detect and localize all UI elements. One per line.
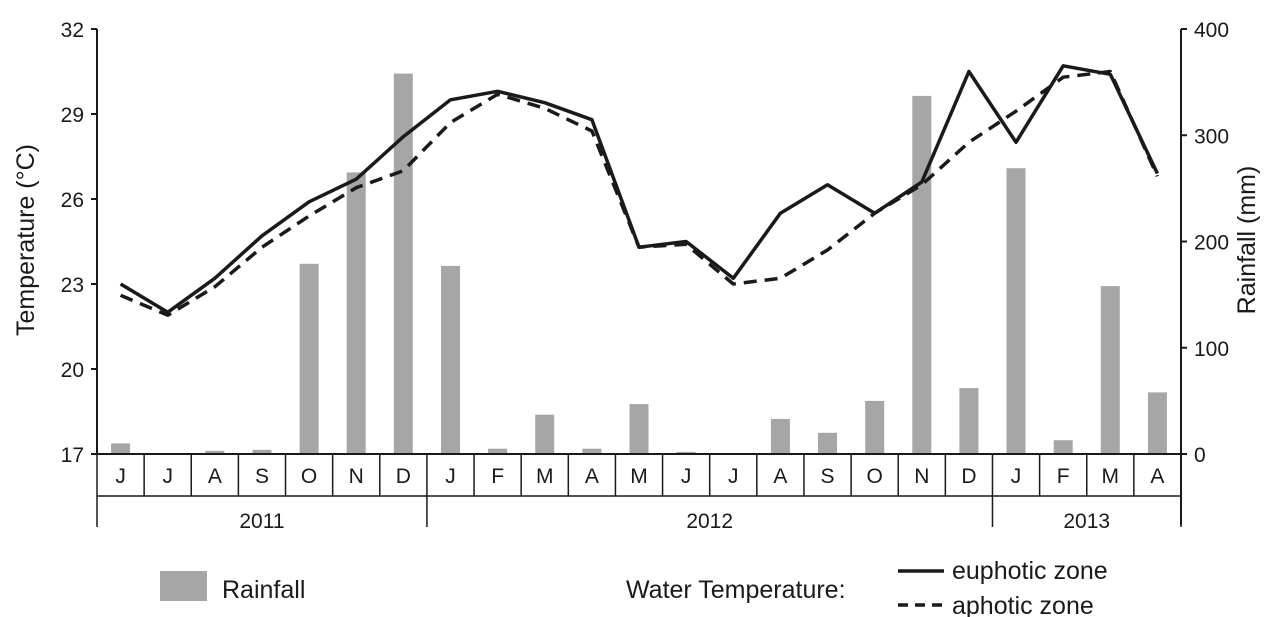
month-label: D [396,465,411,488]
rainfall-bar [818,432,837,455]
rainfall-bar [912,95,932,455]
legend-rainfall-swatch [160,571,207,601]
left-tick-label: 29 [61,104,84,127]
month-label: J [445,465,456,488]
month-label: J [681,465,692,488]
left-tick-label: 26 [61,189,84,212]
month-label: S [821,465,835,488]
rainfall-bar [393,73,413,454]
euphotic-zone-line [119,64,1159,315]
year-label: 2013 [1063,510,1110,533]
legend: Rainfall Water Temperature: euphotic zon… [160,557,1108,617]
right-tick-label: 400 [1194,19,1229,42]
month-label: M [630,465,648,488]
temperature-lines [119,64,1159,317]
rainfall-bar [252,449,272,455]
right-axis-title: Rainfall (mm) [1233,166,1261,315]
left-tick-label: 17 [61,444,84,467]
month-label: D [961,465,976,488]
left-tick-label: 32 [61,19,84,42]
rainfall-bar [629,404,649,454]
month-label: M [536,465,554,488]
year-label: 2012 [686,510,733,533]
left-tick-label: 20 [61,359,84,382]
rainfall-bar [1053,440,1073,454]
rainfall-bar [959,388,979,454]
rainfall-bar [770,418,790,454]
rainfall-bar [1147,392,1167,454]
rainfall-bar [865,400,885,454]
month-label: J [728,465,739,488]
legend-euphotic-label: euphotic zone [952,557,1108,585]
rainfall-bar [205,450,225,454]
month-label: O [866,465,882,488]
month-label: A [585,465,599,488]
legend-aphotic-label: aphotic zone [952,592,1094,617]
month-label: M [1102,465,1120,488]
month-label: F [1057,465,1070,488]
rainfall-bar [299,263,319,454]
rainfall-bar [1100,286,1120,454]
month-label: S [255,465,269,488]
rainfall-bar [488,448,508,454]
month-label: A [208,465,222,488]
rainfall-bar [441,265,460,454]
right-tick-label: 0 [1194,444,1206,467]
aphotic-zone-line [119,69,1159,317]
left-axis-title: Temperature (°C) [12,144,40,336]
month-label: N [349,465,364,488]
month-label: J [115,465,126,488]
right-tick-label: 300 [1194,125,1229,148]
rainfall-bar [111,443,131,454]
month-label: J [162,465,173,488]
month-label: A [773,465,787,488]
rainfall-bar [346,172,366,454]
legend-rainfall-label: Rainfall [222,576,305,604]
rainfall-bar [1006,168,1026,454]
rainfall-bar [582,448,602,454]
right-axis-ticks: 0 100 200 300 400 [1181,19,1229,467]
month-label: J [1011,465,1022,488]
rainfall-bar [676,451,696,454]
axes [96,29,1182,525]
rainfall-bar [535,414,555,454]
month-label: N [914,465,929,488]
left-tick-label: 23 [61,274,84,297]
legend-water-temperature-label: Water Temperature: [626,576,846,604]
month-label: A [1150,465,1164,488]
right-tick-label: 100 [1194,338,1229,361]
year-label: 2011 [239,510,284,533]
month-label: O [301,465,317,488]
right-tick-label: 200 [1194,232,1229,255]
x-axis-months: J J A S O N D J F M A M J J A S O N D J F M A 2011 2012 2013 [96,454,1182,533]
month-label: F [491,465,504,488]
left-axis-ticks: 17 20 23 26 29 32 [61,19,97,467]
